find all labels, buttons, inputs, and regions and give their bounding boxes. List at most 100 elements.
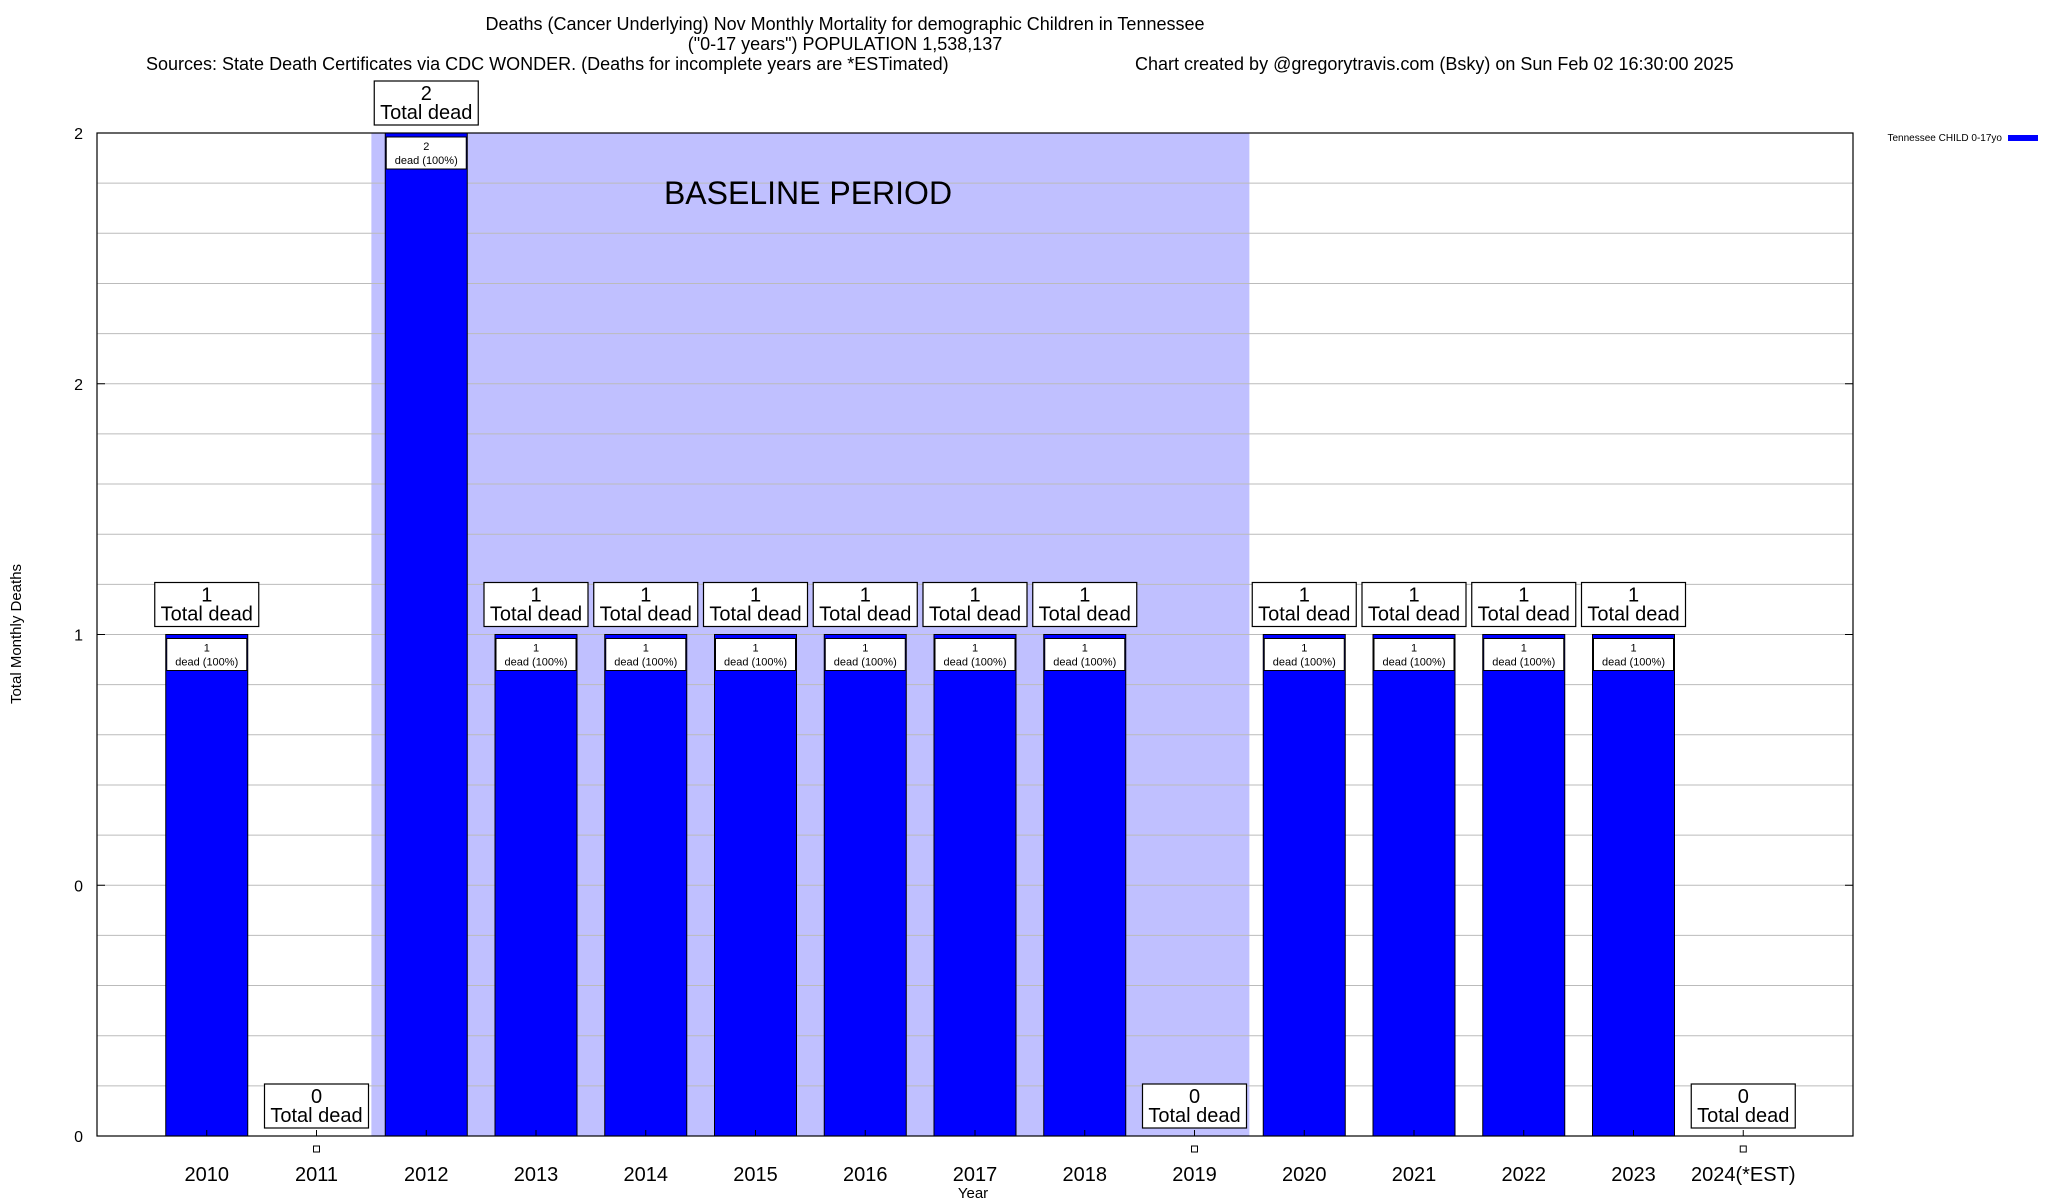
total-label-value: 0	[1189, 1086, 1200, 1108]
x-tick-label: 2019	[1172, 1164, 1217, 1186]
bar-inner-label-box	[934, 638, 1016, 671]
total-label-value: 2	[421, 83, 432, 105]
bar	[1262, 634, 1346, 1137]
bar	[165, 634, 249, 1137]
total-label-box	[593, 581, 699, 628]
legend-label: Tennessee CHILD 0-17yo	[1887, 133, 2002, 144]
bar-inner-value: 1	[204, 643, 210, 655]
total-label-box	[154, 581, 260, 628]
x-tick-label: 2020	[1282, 1164, 1327, 1186]
total-label-value: 1	[530, 585, 541, 607]
zero-marker	[1739, 1145, 1747, 1153]
bar	[714, 634, 797, 1137]
bar	[1372, 634, 1456, 1137]
total-label-box	[812, 581, 918, 628]
x-tick-label: 2024(*EST)	[1691, 1164, 1796, 1186]
bar-inner-label: dead (100%)	[1273, 657, 1336, 669]
total-label-value: 1	[1628, 585, 1639, 607]
total-label-text: Total dead	[1039, 604, 1131, 626]
total-label-text: Total dead	[1587, 604, 1679, 626]
bar	[1043, 634, 1127, 1137]
bar-inner-label-box	[385, 136, 467, 170]
bar	[384, 132, 468, 1137]
bar-inner-label: dead (100%)	[1492, 657, 1555, 669]
bar-inner-label: dead (100%)	[505, 657, 568, 669]
x-tick-label: 2012	[404, 1164, 449, 1186]
y-tick-label: 2	[74, 126, 83, 143]
bar	[604, 634, 688, 1137]
x-tick-label: 2018	[1063, 1164, 1108, 1186]
bar	[1482, 634, 1566, 1137]
bar-inner-value: 1	[643, 643, 649, 655]
total-label-value: 0	[311, 1086, 322, 1108]
bar-inner-value: 1	[1082, 643, 1088, 655]
total-label-value: 0	[1738, 1086, 1749, 1108]
bar-inner-value: 1	[972, 643, 978, 655]
bar-inner-label-box	[1373, 638, 1455, 671]
total-label-value: 1	[860, 585, 871, 607]
x-tick-label: 2022	[1502, 1164, 1547, 1186]
total-label-value: 1	[640, 585, 651, 607]
total-label-text: Total dead	[819, 604, 911, 626]
x-tick-label: 2011	[295, 1164, 338, 1186]
bar-inner-label: dead (100%)	[1602, 657, 1665, 669]
bar-inner-label-box	[1263, 638, 1345, 671]
total-label-text: Total dead	[490, 604, 582, 626]
x-tick-label: 2023	[1611, 1164, 1656, 1186]
bar-inner-label: dead (100%)	[724, 657, 787, 669]
bar-inner-value: 2	[423, 141, 429, 153]
total-label-value: 1	[750, 585, 761, 607]
total-label-box	[1580, 581, 1687, 628]
y-tick-label: 0	[74, 1129, 83, 1146]
bar-inner-label: dead (100%)	[175, 657, 238, 669]
zero-marker	[313, 1145, 320, 1153]
total-label-text: Total dead	[1368, 604, 1460, 626]
total-label-box	[922, 581, 1028, 628]
chart-sources: Sources: State Death Certificates via CD…	[146, 54, 949, 74]
total-label-text: Total dead	[270, 1105, 362, 1127]
total-label-text: Total dead	[600, 604, 692, 626]
bar-inner-value: 1	[1301, 643, 1307, 655]
x-tick-label: 2016	[843, 1164, 888, 1186]
bar-inner-value: 1	[752, 643, 758, 655]
total-label-value: 1	[1518, 585, 1529, 607]
total-label-text: Total dead	[1148, 1105, 1240, 1127]
bar-inner-label: dead (100%)	[1053, 657, 1116, 669]
x-axis-label: Year	[958, 1185, 988, 1200]
chart-credit: Chart created by @gregorytravis.com (Bsk…	[1135, 54, 1734, 74]
x-tick-label: 2014	[624, 1164, 669, 1186]
total-label-box	[1141, 1083, 1248, 1129]
bar-inner-label-box	[824, 638, 906, 671]
bar-inner-label-box	[495, 638, 577, 671]
bar-inner-label: dead (100%)	[395, 155, 458, 167]
bar-inner-label-box	[1483, 638, 1565, 671]
legend-swatch	[2008, 135, 2038, 141]
y-tick-label: 1	[74, 628, 83, 645]
total-label-text: Total dead	[1478, 604, 1570, 626]
total-label-value: 1	[1079, 585, 1090, 607]
bar-inner-label-box	[1044, 638, 1126, 671]
total-label-box	[1251, 581, 1357, 628]
bar-inner-value: 1	[1521, 643, 1527, 655]
bar-inner-label: dead (100%)	[944, 657, 1007, 669]
total-label-box	[483, 581, 589, 628]
bar-inner-label-box	[605, 638, 687, 671]
zero-marker	[1191, 1145, 1198, 1153]
total-label-text: Total dead	[380, 102, 472, 124]
total-label-box	[373, 80, 479, 126]
total-label-box	[1032, 581, 1138, 628]
x-tick-label: 2021	[1392, 1164, 1437, 1186]
bar	[494, 634, 578, 1137]
total-label-value: 1	[1299, 585, 1310, 607]
chart-title: Deaths (Cancer Underlying) Nov Monthly M…	[485, 14, 1205, 34]
bar-inner-value: 1	[1630, 643, 1636, 655]
total-label-box	[1471, 581, 1577, 628]
bar	[933, 634, 1017, 1137]
total-label-box	[1690, 1083, 1796, 1129]
bar-inner-value: 1	[533, 643, 539, 655]
bar-inner-label: dead (100%)	[1383, 657, 1446, 669]
y-tick-label: 0	[74, 878, 83, 895]
y-axis-label: Total Monthly Deaths	[8, 564, 25, 704]
bar-inner-label: dead (100%)	[614, 657, 677, 669]
